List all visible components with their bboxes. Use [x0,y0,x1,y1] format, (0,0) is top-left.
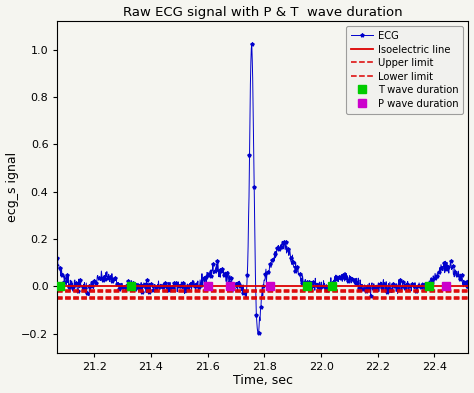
ECG [255,332,261,337]
Y-axis label: ecg_s ignal: ecg_s ignal [6,152,18,222]
T wave duration [304,284,310,289]
T wave duration [128,284,134,289]
ECG [348,281,354,285]
P wave duration [205,284,210,289]
Legend: ECG, Isoelectric line, Upper limit, Lower limit, T wave duration, P wave duratio: ECG, Isoelectric line, Upper limit, Lowe… [346,26,464,114]
P wave duration [267,284,273,289]
ECG [100,276,105,281]
P wave duration [228,284,233,289]
Line: T wave duration: T wave duration [56,282,433,290]
ECG [230,290,236,295]
ECG [55,255,60,260]
X-axis label: Time, sec: Time, sec [233,375,293,387]
Line: P wave duration: P wave duration [203,282,450,290]
ECG [410,283,416,288]
ECG [162,283,167,287]
ECG [465,275,471,279]
P wave duration [443,284,448,289]
Line: ECG: ECG [55,42,470,336]
ECG [249,42,255,46]
Title: Raw ECG signal with P & T  wave duration: Raw ECG signal with P & T wave duration [123,6,403,18]
T wave duration [329,284,335,289]
ECG [365,283,371,287]
T wave duration [426,284,432,289]
T wave duration [57,284,63,289]
